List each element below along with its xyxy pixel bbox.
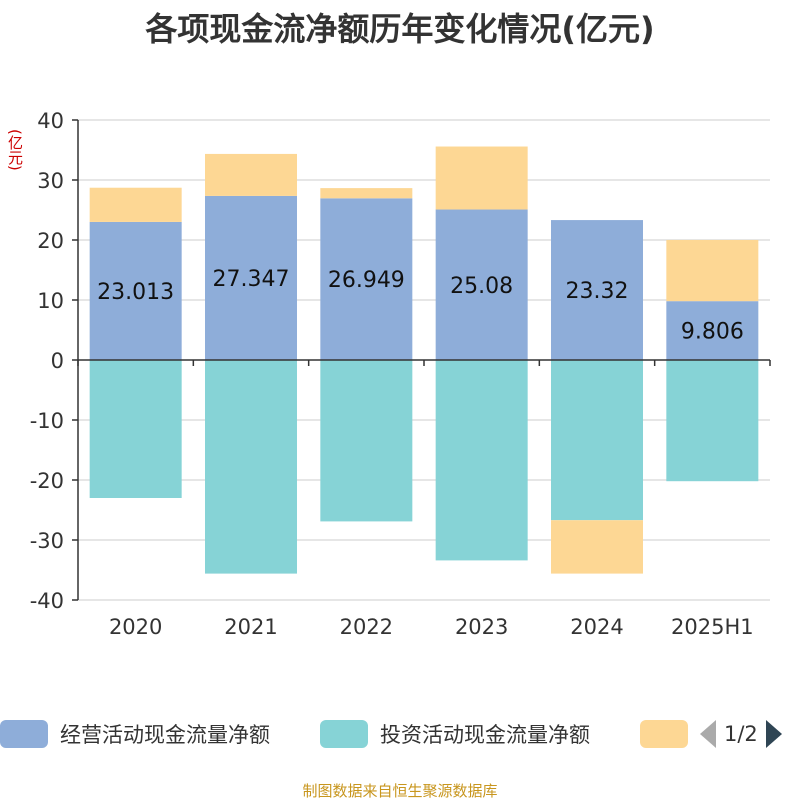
data-label: 26.949 [328,268,405,293]
bar-financing-2024[interactable] [551,520,643,574]
x-tick-label: 2023 [455,615,508,639]
data-label: 23.32 [566,279,629,304]
bar-investing-2023[interactable] [435,360,528,561]
legend-page-indicator: 1/2 [724,722,758,746]
legend-item-investing[interactable]: 投资活动现金流量净额 [320,718,590,750]
chart-title: 各项现金流净额历年变化情况(亿元) [145,10,655,48]
data-label: 25.08 [450,274,513,299]
y-tick-label: 30 [37,169,64,193]
x-tick-label: 2022 [340,615,393,639]
legend-swatch-operating [0,720,48,748]
x-tick-label: 2021 [224,615,277,639]
x-tick-label: 2024 [570,615,623,639]
y-tick-label: -30 [30,529,64,553]
bar-investing-2021[interactable] [205,360,297,574]
bar-investing-2024[interactable] [551,360,643,521]
data-label: 23.013 [97,280,174,305]
data-label: 9.806 [681,320,744,345]
bar-chart: 40 30 20 10 0 -10 -20 -30 -40 2020 2021 2022 2023 202… [30,109,771,639]
x-tick-label: 2025H1 [671,615,754,639]
legend-prev-arrow-icon[interactable] [700,720,716,748]
y-tick-label: -10 [30,409,64,433]
legend-next-arrow-icon[interactable] [765,720,782,748]
bar-operating-2024[interactable] [551,220,643,360]
legend-label-operating: 经营活动现金流量净额 [60,723,270,747]
bar-investing-2020[interactable] [89,360,182,498]
y-tick-label: -40 [30,589,64,613]
legend-label-investing: 投资活动现金流量净额 [380,723,590,747]
legend-item-operating[interactable]: 经营活动现金流量净额 [0,718,270,750]
legend-pager: 1/2 [700,718,782,750]
bar-financing-2023[interactable] [435,146,528,210]
legend-swatch-investing [320,720,368,748]
data-label: 27.347 [213,267,290,292]
source-note: 制图数据来自恒生聚源数据库 [302,782,498,800]
bar-operating-2020[interactable] [89,221,182,360]
bar-operating-2023[interactable] [435,209,528,360]
y-tick-label: 40 [37,109,64,133]
bar-financing-2020[interactable] [89,187,182,222]
bar-operating-2025H1[interactable] [666,301,759,360]
bar-operating-2021[interactable] [205,195,297,360]
y-tick-label: -20 [30,469,64,493]
y-tick-label: 20 [37,229,64,253]
bar-operating-2022[interactable] [320,198,413,360]
y-tick-label: 0 [51,349,64,373]
legend-item-financing[interactable] [640,718,700,750]
bar-investing-2022[interactable] [320,360,413,522]
bar-financing-2022[interactable] [320,188,413,199]
x-tick-label: 2020 [109,615,162,639]
legend-swatch-financing [640,720,688,748]
bar-financing-2025H1[interactable] [666,239,759,302]
y-axis-unit: (亿元) [6,129,24,171]
bar-investing-2025H1[interactable] [666,360,759,482]
bar-financing-2021[interactable] [205,153,297,196]
y-tick-label: 10 [37,289,64,313]
